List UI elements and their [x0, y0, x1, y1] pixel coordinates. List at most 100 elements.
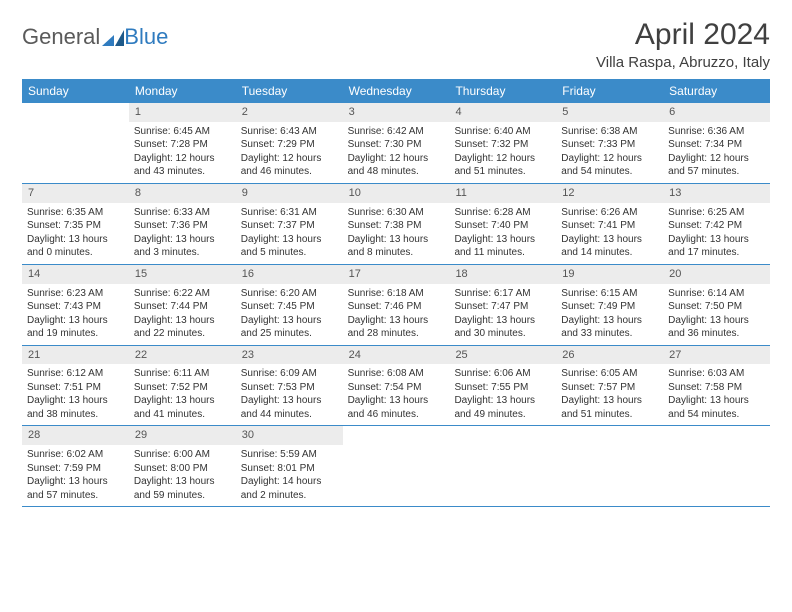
day-body: Sunrise: 6:08 AMSunset: 7:54 PMDaylight:… — [343, 364, 450, 425]
sunrise-text: Sunrise: 6:08 AM — [348, 367, 445, 381]
sunset-text: Sunset: 7:57 PM — [561, 381, 658, 395]
day-body: Sunrise: 6:31 AMSunset: 7:37 PMDaylight:… — [236, 203, 343, 264]
day-body: Sunrise: 6:14 AMSunset: 7:50 PMDaylight:… — [663, 284, 770, 345]
weekday-header: Sunday — [22, 79, 129, 103]
sunrise-text: Sunrise: 6:00 AM — [134, 448, 231, 462]
day-body: Sunrise: 6:17 AMSunset: 7:47 PMDaylight:… — [449, 284, 556, 345]
sunrise-text: Sunrise: 6:30 AM — [348, 206, 445, 220]
day-body: Sunrise: 6:30 AMSunset: 7:38 PMDaylight:… — [343, 203, 450, 264]
day-cell: 21Sunrise: 6:12 AMSunset: 7:51 PMDayligh… — [22, 346, 129, 426]
day-number — [22, 103, 129, 107]
day-cell: 29Sunrise: 6:00 AMSunset: 8:00 PMDayligh… — [129, 426, 236, 506]
sunset-text: Sunset: 7:35 PM — [27, 219, 124, 233]
day-cell: 6Sunrise: 6:36 AMSunset: 7:34 PMDaylight… — [663, 103, 770, 183]
daylight-text: Daylight: 13 hours and 49 minutes. — [454, 394, 551, 421]
week-row: 28Sunrise: 6:02 AMSunset: 7:59 PMDayligh… — [22, 426, 770, 507]
sunrise-text: Sunrise: 6:40 AM — [454, 125, 551, 139]
daylight-text: Daylight: 12 hours and 43 minutes. — [134, 152, 231, 179]
sunrise-text: Sunrise: 6:45 AM — [134, 125, 231, 139]
daylight-text: Daylight: 12 hours and 46 minutes. — [241, 152, 338, 179]
day-body: Sunrise: 6:03 AMSunset: 7:58 PMDaylight:… — [663, 364, 770, 425]
sunrise-text: Sunrise: 6:35 AM — [27, 206, 124, 220]
day-body: Sunrise: 6:35 AMSunset: 7:35 PMDaylight:… — [22, 203, 129, 264]
day-cell: 28Sunrise: 6:02 AMSunset: 7:59 PMDayligh… — [22, 426, 129, 506]
day-body: Sunrise: 6:36 AMSunset: 7:34 PMDaylight:… — [663, 122, 770, 183]
sunset-text: Sunset: 7:37 PM — [241, 219, 338, 233]
day-number: 9 — [236, 184, 343, 203]
day-number: 18 — [449, 265, 556, 284]
sunrise-text: Sunrise: 6:17 AM — [454, 287, 551, 301]
sunrise-text: Sunrise: 6:42 AM — [348, 125, 445, 139]
day-cell: 27Sunrise: 6:03 AMSunset: 7:58 PMDayligh… — [663, 346, 770, 426]
daylight-text: Daylight: 13 hours and 41 minutes. — [134, 394, 231, 421]
sunrise-text: Sunrise: 6:05 AM — [561, 367, 658, 381]
day-cell — [343, 426, 450, 506]
daylight-text: Daylight: 13 hours and 54 minutes. — [668, 394, 765, 421]
day-body: Sunrise: 6:11 AMSunset: 7:52 PMDaylight:… — [129, 364, 236, 425]
sunset-text: Sunset: 7:53 PM — [241, 381, 338, 395]
daylight-text: Daylight: 13 hours and 59 minutes. — [134, 475, 231, 502]
day-number: 14 — [22, 265, 129, 284]
header-bar: General Blue April 2024 Villa Raspa, Abr… — [22, 18, 770, 71]
day-cell: 16Sunrise: 6:20 AMSunset: 7:45 PMDayligh… — [236, 265, 343, 345]
sunrise-text: Sunrise: 6:31 AM — [241, 206, 338, 220]
location-subtitle: Villa Raspa, Abruzzo, Italy — [596, 54, 770, 71]
day-body: Sunrise: 6:45 AMSunset: 7:28 PMDaylight:… — [129, 122, 236, 183]
day-cell: 4Sunrise: 6:40 AMSunset: 7:32 PMDaylight… — [449, 103, 556, 183]
daylight-text: Daylight: 13 hours and 19 minutes. — [27, 314, 124, 341]
logo: General Blue — [22, 18, 168, 50]
day-cell: 26Sunrise: 6:05 AMSunset: 7:57 PMDayligh… — [556, 346, 663, 426]
day-number: 27 — [663, 346, 770, 365]
day-number: 21 — [22, 346, 129, 365]
day-number: 15 — [129, 265, 236, 284]
day-number: 17 — [343, 265, 450, 284]
day-cell — [22, 103, 129, 183]
day-number: 4 — [449, 103, 556, 122]
sunset-text: Sunset: 7:52 PM — [134, 381, 231, 395]
day-number: 8 — [129, 184, 236, 203]
sunrise-text: Sunrise: 6:20 AM — [241, 287, 338, 301]
day-cell: 30Sunrise: 5:59 AMSunset: 8:01 PMDayligh… — [236, 426, 343, 506]
day-cell: 24Sunrise: 6:08 AMSunset: 7:54 PMDayligh… — [343, 346, 450, 426]
day-cell: 8Sunrise: 6:33 AMSunset: 7:36 PMDaylight… — [129, 184, 236, 264]
day-body: Sunrise: 6:12 AMSunset: 7:51 PMDaylight:… — [22, 364, 129, 425]
day-cell: 15Sunrise: 6:22 AMSunset: 7:44 PMDayligh… — [129, 265, 236, 345]
weekday-header-row: Sunday Monday Tuesday Wednesday Thursday… — [22, 79, 770, 103]
daylight-text: Daylight: 13 hours and 25 minutes. — [241, 314, 338, 341]
day-cell: 14Sunrise: 6:23 AMSunset: 7:43 PMDayligh… — [22, 265, 129, 345]
sunset-text: Sunset: 7:45 PM — [241, 300, 338, 314]
day-body: Sunrise: 6:15 AMSunset: 7:49 PMDaylight:… — [556, 284, 663, 345]
day-body: Sunrise: 6:23 AMSunset: 7:43 PMDaylight:… — [22, 284, 129, 345]
calendar: Sunday Monday Tuesday Wednesday Thursday… — [22, 79, 770, 507]
sunrise-text: Sunrise: 5:59 AM — [241, 448, 338, 462]
day-cell: 3Sunrise: 6:42 AMSunset: 7:30 PMDaylight… — [343, 103, 450, 183]
sunset-text: Sunset: 8:01 PM — [241, 462, 338, 476]
day-body: Sunrise: 6:40 AMSunset: 7:32 PMDaylight:… — [449, 122, 556, 183]
day-body: Sunrise: 6:42 AMSunset: 7:30 PMDaylight:… — [343, 122, 450, 183]
day-number: 1 — [129, 103, 236, 122]
sunset-text: Sunset: 7:42 PM — [668, 219, 765, 233]
daylight-text: Daylight: 13 hours and 22 minutes. — [134, 314, 231, 341]
day-number: 24 — [343, 346, 450, 365]
sunset-text: Sunset: 7:33 PM — [561, 138, 658, 152]
day-body: Sunrise: 6:00 AMSunset: 8:00 PMDaylight:… — [129, 445, 236, 506]
weekday-header: Monday — [129, 79, 236, 103]
sunset-text: Sunset: 7:47 PM — [454, 300, 551, 314]
weekday-header: Saturday — [663, 79, 770, 103]
daylight-text: Daylight: 12 hours and 54 minutes. — [561, 152, 658, 179]
day-cell: 18Sunrise: 6:17 AMSunset: 7:47 PMDayligh… — [449, 265, 556, 345]
day-number: 2 — [236, 103, 343, 122]
day-body: Sunrise: 6:09 AMSunset: 7:53 PMDaylight:… — [236, 364, 343, 425]
logo-text-general: General — [22, 24, 100, 50]
sunrise-text: Sunrise: 6:18 AM — [348, 287, 445, 301]
day-number: 3 — [343, 103, 450, 122]
day-cell: 19Sunrise: 6:15 AMSunset: 7:49 PMDayligh… — [556, 265, 663, 345]
sunrise-text: Sunrise: 6:03 AM — [668, 367, 765, 381]
daylight-text: Daylight: 13 hours and 30 minutes. — [454, 314, 551, 341]
weekday-header: Friday — [556, 79, 663, 103]
day-cell: 7Sunrise: 6:35 AMSunset: 7:35 PMDaylight… — [22, 184, 129, 264]
sunrise-text: Sunrise: 6:09 AM — [241, 367, 338, 381]
sunset-text: Sunset: 7:54 PM — [348, 381, 445, 395]
sunset-text: Sunset: 7:38 PM — [348, 219, 445, 233]
sunrise-text: Sunrise: 6:43 AM — [241, 125, 338, 139]
